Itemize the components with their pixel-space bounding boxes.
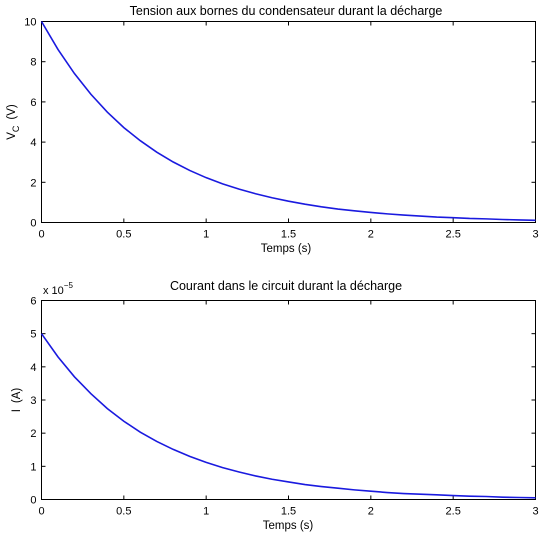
- y-tick-label: 1: [30, 461, 36, 473]
- y-axis-label: I (A): [11, 388, 23, 413]
- y-tick-label: 0: [30, 218, 36, 230]
- y-axis-label-subscript: C: [11, 125, 21, 132]
- x-axis-label: Temps (s): [263, 520, 314, 532]
- subplot-current: Courant dans le circuit durant la déchar…: [11, 279, 539, 532]
- y-tick-label: 6: [30, 296, 36, 308]
- y-tick-label: 2: [30, 177, 36, 189]
- x-tick-label: 1: [203, 506, 209, 518]
- x-ticks: 0 0.5 1 1.5 2 2.5 3: [38, 300, 539, 518]
- y-axis-label-main: V: [6, 132, 18, 140]
- axes-frame: [41, 21, 536, 223]
- axes-frame: [41, 300, 536, 500]
- subplot-voltage: Tension aux bornes du condensateur duran…: [6, 4, 539, 255]
- x-tick-label: 1.5: [281, 506, 296, 518]
- y-tick-label: 5: [30, 329, 36, 341]
- y-axis-label-unit: (A): [11, 388, 23, 404]
- x-tick-label: 0.5: [116, 229, 131, 241]
- y-ticks: 0 1 2 3 4 5 6: [30, 296, 536, 507]
- y-tick-label: 8: [30, 57, 36, 69]
- y-tick-label: 4: [30, 362, 36, 374]
- x-axis-label: Temps (s): [261, 243, 312, 255]
- x-tick-label: 0.5: [116, 506, 131, 518]
- series-line: [40, 21, 536, 222]
- x-tick-label: 2.5: [446, 229, 461, 241]
- x-tick-label: 0: [38, 229, 44, 241]
- y-tick-label: 6: [30, 97, 36, 109]
- x-tick-label: 1.5: [281, 229, 296, 241]
- y-axis-label: VC (V): [6, 104, 21, 140]
- x-tick-label: 2.5: [446, 506, 461, 518]
- x-tick-label: 2: [368, 506, 374, 518]
- x-tick-label: 3: [532, 229, 538, 241]
- chart-title: Courant dans le circuit durant la déchar…: [170, 279, 402, 293]
- x-tick-label: 0: [38, 506, 44, 518]
- y-scale-multiplier: x 10−5: [43, 281, 73, 297]
- y-tick-label: 2: [30, 428, 36, 440]
- y-tick-label: 10: [24, 17, 36, 29]
- chart-title: Tension aux bornes du condensateur duran…: [130, 4, 443, 18]
- series-line: [40, 333, 536, 499]
- y-tick-label: 4: [30, 137, 36, 149]
- x-tick-label: 1: [203, 229, 209, 241]
- y-axis-label-unit: (V): [6, 104, 18, 120]
- y-tick-label: 0: [30, 495, 36, 507]
- y-scale-exponent: −5: [64, 281, 74, 290]
- x-ticks: 0 0.5 1 1.5 2 2.5 3: [38, 21, 539, 241]
- x-tick-label: 2: [368, 229, 374, 241]
- x-tick-label: 3: [532, 506, 538, 518]
- y-ticks: 0 2 4 6 8 10: [24, 17, 536, 230]
- y-tick-label: 3: [30, 395, 36, 407]
- y-axis-label-main: I: [11, 409, 23, 412]
